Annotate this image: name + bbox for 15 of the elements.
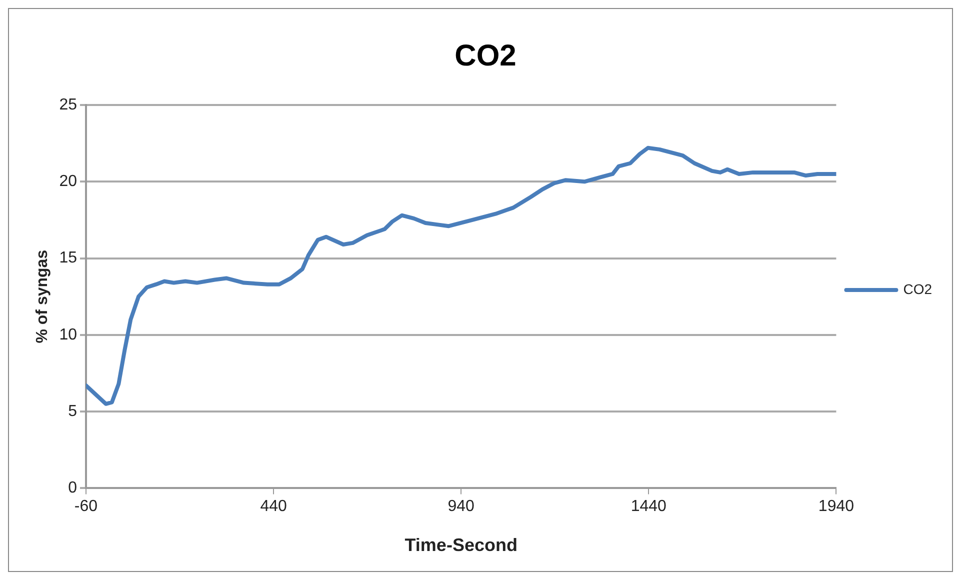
y-tick-label: 0	[68, 480, 78, 497]
x-tick-label: 940	[448, 498, 475, 516]
x-tick-label: 1940	[818, 498, 854, 516]
y-tick-label: 5	[68, 402, 78, 420]
y-tick-label: 25	[59, 96, 78, 114]
x-tick-label: -60	[74, 498, 98, 516]
y-tick-label: 15	[59, 250, 78, 267]
chart-title: CO2	[454, 39, 516, 72]
y-axis-title: % of syngas	[34, 250, 52, 344]
y-tick-label: 10	[59, 326, 78, 344]
x-axis-title: Time-Second	[404, 535, 518, 556]
legend-label: CO2	[903, 280, 932, 297]
x-tick-label: 440	[260, 498, 287, 516]
x-tick-label: 1440	[630, 498, 667, 516]
y-tick-label: 20	[59, 173, 78, 190]
